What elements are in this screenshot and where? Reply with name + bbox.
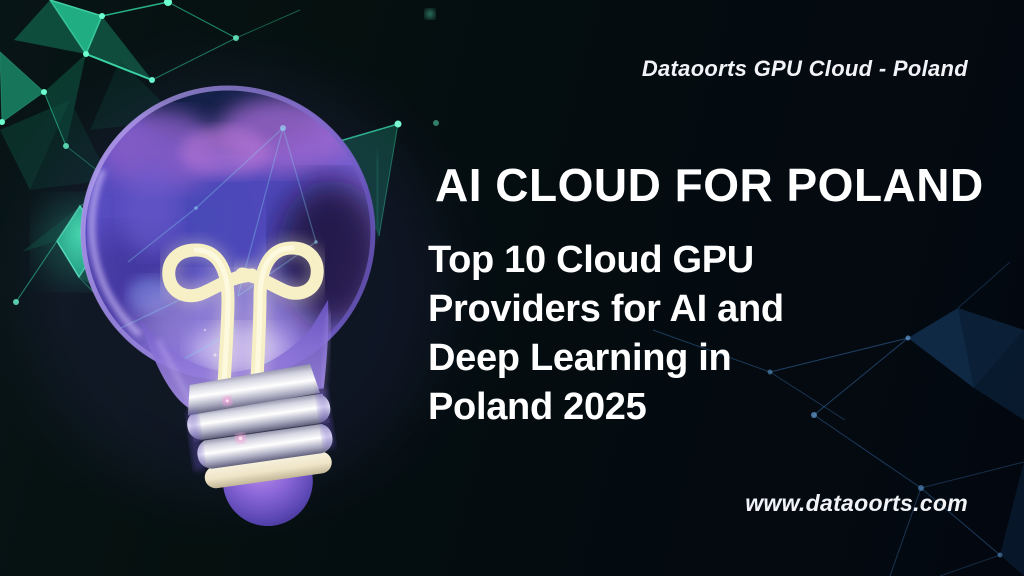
- subtitle: Top 10 Cloud GPU Providers for AI and De…: [428, 236, 784, 432]
- bulb-base: [185, 364, 336, 527]
- subtitle-line-2: Providers for AI and: [428, 288, 784, 330]
- bulb-base-ring: [204, 451, 332, 489]
- lightbulb-3d-icon: [20, 70, 450, 527]
- subtitle-line-1: Top 10 Cloud GPU: [428, 239, 754, 281]
- subtitle-line-3: Deep Learning in: [428, 337, 732, 379]
- brand-tagline: Dataoorts GPU Cloud - Poland: [641, 56, 968, 81]
- blue-network-illustration: [652, 261, 1024, 576]
- website-url: www.dataoorts.com: [745, 490, 968, 516]
- headline: AI CLOUD FOR POLAND: [435, 159, 984, 211]
- subtitle-line-4: Poland 2025: [428, 386, 647, 428]
